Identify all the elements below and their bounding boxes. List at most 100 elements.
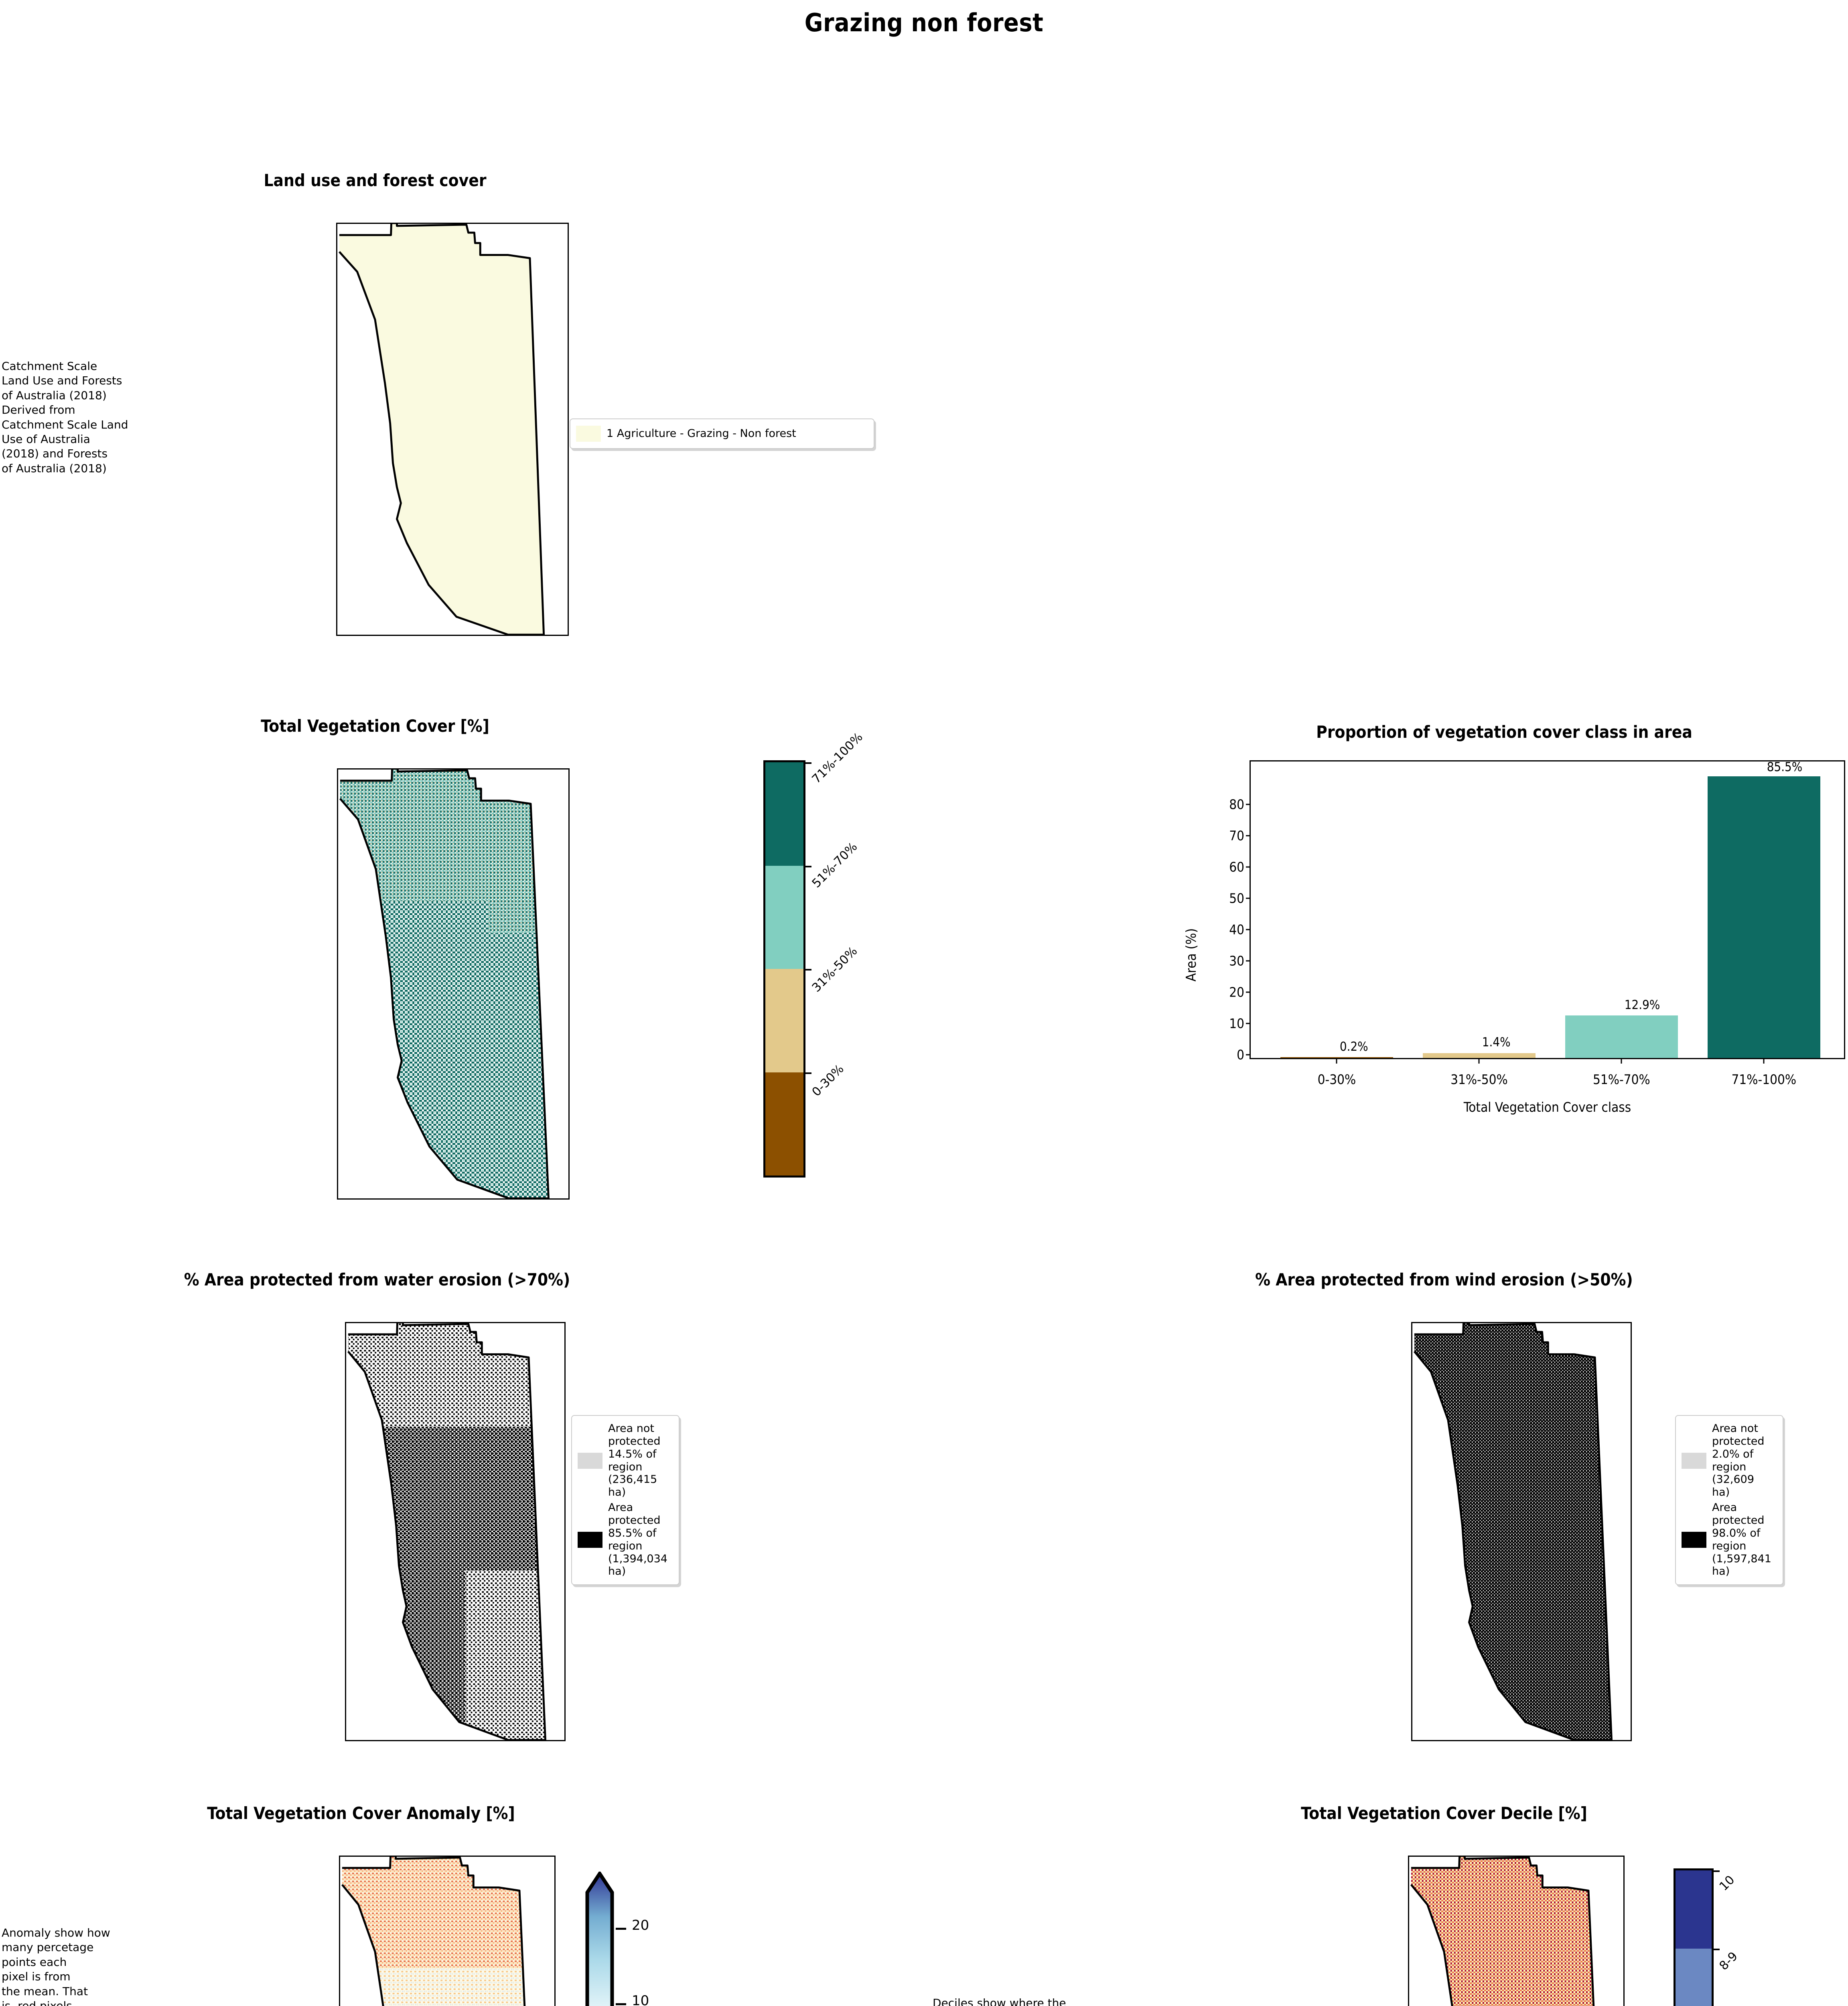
cover-colorbar-label-51-70: 51%-70%	[809, 840, 860, 891]
page-title: Grazing non forest	[804, 8, 1044, 37]
water-erosion-legend[interactable]: Area not protected 14.5% of region (236,…	[571, 1415, 680, 1586]
anomaly-note: Anomaly show how many percetage points e…	[2, 1926, 110, 2006]
barchart-xtick-0-30: 0-30%	[1317, 1072, 1356, 1087]
barchart-ytickmark-20	[1246, 991, 1251, 993]
cbar-seg-51-70	[765, 865, 803, 969]
cover-colorbar-label-31-50: 31%-50%	[809, 944, 860, 995]
landuse-map[interactable]	[336, 223, 569, 636]
anomaly-colorbar-ticks	[616, 1872, 628, 2006]
cover-colorbar-label-0-30: 0-30%	[809, 1062, 847, 1099]
anomaly-panel-title: Total Vegetation Cover Anomaly [%]	[207, 1803, 515, 1823]
bar-value-label-0-30: 0.2%	[1339, 1039, 1368, 1054]
barchart-ytickmark-30	[1246, 960, 1251, 962]
decile-colorbar-label-10: 10	[1716, 1873, 1738, 1894]
barchart-ytick-30: 30	[1229, 953, 1244, 969]
legend-item-not-protected: Area not protected 14.5% of region (236,…	[578, 1422, 673, 1499]
barchart-xtick-71-100: 71%-100%	[1731, 1072, 1797, 1087]
landuse-region-shape	[339, 224, 545, 635]
landuse-legend[interactable]: 1 Agriculture - Grazing - Non forest	[570, 418, 874, 449]
bar-0-30[interactable]	[1280, 1057, 1393, 1058]
barchart-ytickmark-50	[1246, 897, 1251, 899]
cbar-seg-8-9	[1676, 1949, 1712, 2006]
barchart-xtickmark-31-50	[1478, 1058, 1480, 1064]
decile-colorbar[interactable]	[1674, 1868, 1720, 2006]
bar-value-label-71-100: 85.5%	[1767, 759, 1803, 774]
legend-label-not-protected: Area not protected 2.0% of region (32,60…	[1712, 1422, 1765, 1499]
barchart-ytickmark-40	[1246, 929, 1251, 930]
legend-label-protected: Area protected 98.0% of region (1,597,84…	[1712, 1501, 1771, 1578]
bar-51-70[interactable]	[1565, 1015, 1678, 1058]
wind-panel-title: % Area protected from wind erosion (>50%…	[1255, 1270, 1633, 1289]
cover-raster	[339, 770, 550, 1198]
cover-colorbar[interactable]	[763, 760, 811, 1178]
barchart-ytick-70: 70	[1229, 828, 1244, 844]
legend-item-not-protected: Area not protected 2.0% of region (32,60…	[1682, 1422, 1777, 1499]
barchart-ytickmark-70	[1246, 835, 1251, 837]
water-panel-title: % Area protected from water erosion (>70…	[184, 1270, 570, 1289]
anomaly-raster	[341, 1857, 536, 2006]
barchart-ylabel: Area (%)	[1183, 928, 1199, 982]
cover-map-xticks	[338, 1198, 568, 1200]
barchart-xtick-31-50: 31%-50%	[1450, 1072, 1508, 1087]
landuse-note: Catchment Scale Land Use and Forests of …	[2, 359, 128, 475]
legend-swatch-protected	[578, 1531, 602, 1548]
barchart-ytickmark-80	[1246, 804, 1251, 805]
barchart-ytick-50: 50	[1229, 890, 1244, 906]
landuse-panel-title: Land use and forest cover	[264, 171, 487, 190]
anomaly-map[interactable]	[339, 1856, 556, 2006]
decile-colorbar-label-8-9: 8-9	[1716, 1949, 1741, 1973]
legend-label-protected: Area protected 85.5% of region (1,394,03…	[608, 1501, 667, 1578]
barchart-xtick-51-70: 51%-70%	[1593, 1072, 1650, 1087]
barchart-xtickmark-51-70	[1621, 1058, 1622, 1064]
barchart-ytick-60: 60	[1229, 859, 1244, 875]
anomaly-colorbar-label-10: 10	[632, 1993, 649, 2006]
barchart-ytickmark-10	[1246, 1023, 1251, 1024]
water-map-xticks	[346, 1740, 564, 1741]
decile-note: Deciles show where the pixel value lies …	[933, 1996, 1066, 2006]
decile-map[interactable]	[1408, 1856, 1625, 2006]
barchart-ytick-20: 20	[1229, 984, 1244, 1000]
anomaly-colorbar[interactable]	[584, 1872, 616, 2006]
wind-erosion-raster	[1414, 1323, 1613, 1740]
barchart-xlabel: Total Vegetation Cover class	[1463, 1099, 1631, 1115]
landuse-map-xticks	[337, 635, 568, 636]
barchart-ytick-80: 80	[1229, 796, 1244, 812]
legend-item: 1 Agriculture - Grazing - Non forest	[576, 426, 868, 442]
decile-raster	[1410, 1857, 1605, 2006]
barchart-title: Proportion of vegetation cover class in …	[1316, 722, 1692, 742]
decile-panel-title: Total Vegetation Cover Decile [%]	[1301, 1803, 1587, 1823]
cbar-seg-71-100	[765, 762, 803, 866]
barchart-ytickmark-0	[1246, 1054, 1251, 1056]
cbar-seg-31-50	[765, 969, 803, 1072]
barchart-ytick-40: 40	[1229, 922, 1244, 938]
water-erosion-map[interactable]	[345, 1322, 566, 1741]
legend-item-protected: Area protected 98.0% of region (1,597,84…	[1682, 1501, 1777, 1578]
legend-item-protected: Area protected 85.5% of region (1,394,03…	[578, 1501, 673, 1578]
cbar-seg-10	[1676, 1870, 1712, 1949]
wind-erosion-map[interactable]	[1411, 1322, 1632, 1741]
legend-swatch-not-protected	[1682, 1452, 1706, 1469]
barchart-xtickmark-0-30	[1336, 1058, 1337, 1064]
barchart-xtickmark-71-100	[1763, 1058, 1765, 1064]
legend-label-not-protected: Area not protected 14.5% of region (236,…	[608, 1422, 661, 1499]
barchart-plot-area: 80 70 60 50 40 30 20 10 0 0.2% 1.4% 12.9…	[1229, 759, 1845, 1087]
cover-colorbar-label-71-100: 71%-100%	[809, 730, 866, 786]
legend-swatch-protected	[1682, 1531, 1706, 1548]
barchart-ytickmark-60	[1246, 866, 1251, 868]
wind-erosion-legend[interactable]: Area not protected 2.0% of region (32,60…	[1675, 1415, 1783, 1586]
bar-value-label-51-70: 12.9%	[1624, 998, 1660, 1013]
wind-map-xticks	[1412, 1740, 1631, 1741]
cover-panel-title: Total Vegetation Cover [%]	[261, 716, 489, 736]
legend-swatch-grazing-non-forest	[576, 426, 601, 442]
anomaly-colorbar-label-20: 20	[632, 1917, 649, 1933]
barchart-ytick-0: 0	[1237, 1047, 1244, 1063]
proportion-bar-chart[interactable]: Proportion of vegetation cover class in …	[1163, 722, 1845, 1244]
cbar-seg-0-30	[765, 1072, 803, 1176]
bar-31-50[interactable]	[1422, 1053, 1536, 1058]
bar-value-label-31-50: 1.4%	[1482, 1035, 1511, 1050]
cover-map[interactable]	[337, 768, 570, 1200]
legend-swatch-not-protected	[578, 1452, 602, 1469]
legend-label-grazing-non-forest: 1 Agriculture - Grazing - Non forest	[607, 427, 796, 440]
water-erosion-raster	[347, 1323, 546, 1740]
bar-71-100[interactable]	[1707, 776, 1820, 1058]
